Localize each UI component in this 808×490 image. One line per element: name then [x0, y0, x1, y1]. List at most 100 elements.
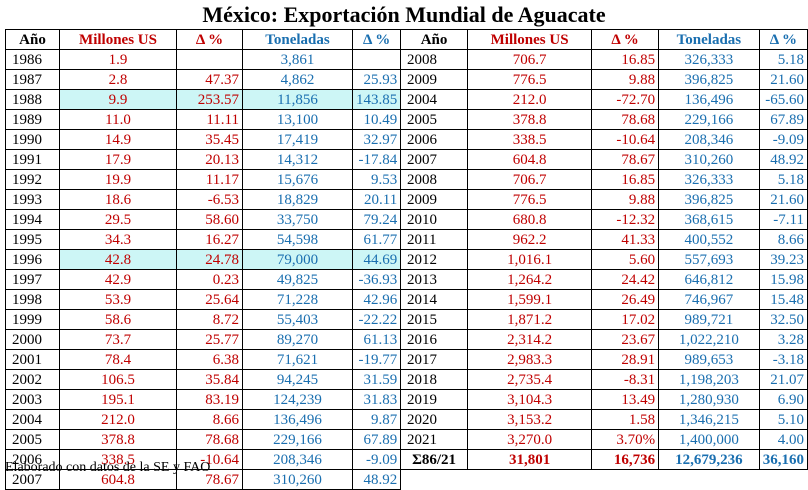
- table-row: 1994 29.5 58.60 33,750 79.24: [5, 209, 402, 230]
- tons-cell: 557,693: [658, 249, 760, 270]
- year-cell: 1998: [5, 289, 60, 310]
- year-cell: 1991: [5, 149, 60, 170]
- year-cell: 2017: [399, 349, 469, 370]
- year-cell: 2006: [399, 129, 469, 150]
- delta-tons-cell: 21.60: [758, 189, 808, 210]
- tons-cell: 1,198,203: [658, 369, 760, 390]
- total-label: Σ86/21: [399, 449, 469, 470]
- table-row: 2003 195.1 83.19 124,239 31.83: [5, 389, 402, 410]
- delta-millions-cell: 16.27: [176, 229, 243, 250]
- year-cell: 1987: [5, 69, 60, 90]
- tons-cell: 4,862: [242, 69, 353, 90]
- millions-cell: 1,871.2: [467, 309, 593, 330]
- year-cell: 2004: [399, 89, 469, 110]
- millions-cell: 42.9: [59, 269, 177, 290]
- delta-tons-cell: 48.92: [758, 149, 808, 170]
- delta-millions-cell: -72.70: [591, 89, 660, 110]
- year-cell: 2003: [5, 389, 60, 410]
- millions-cell: 2.8: [59, 69, 177, 90]
- millions-cell: 9.9: [59, 89, 177, 110]
- delta-millions-cell: 78.68: [591, 109, 660, 130]
- delta-millions-cell: 23.67: [591, 329, 660, 350]
- delta-millions-cell: 5.60: [591, 249, 660, 270]
- table-row: 2008 706.7 16.85 326,333 5.18: [399, 49, 808, 70]
- millions-cell: 73.7: [59, 329, 177, 350]
- millions-cell: 18.6: [59, 189, 177, 210]
- tons-cell: 18,829: [242, 189, 353, 210]
- delta-millions-cell: 6.38: [176, 349, 243, 370]
- tons-cell: 54,598: [242, 229, 353, 250]
- delta-tons-cell: -17.84: [351, 149, 402, 170]
- delta-tons-cell: -36.93: [351, 269, 402, 290]
- table-row: 2006 338.5 -10.64 208,346 -9.09: [5, 449, 402, 470]
- delta-millions-cell: 13.49: [591, 389, 660, 410]
- table-row: 1989 11.0 11.11 13,100 10.49: [5, 109, 402, 130]
- millions-cell: 378.8: [467, 109, 593, 130]
- tons-cell: 310,260: [242, 469, 353, 490]
- table-row: 2017 2,983.3 28.91 989,653 -3.18: [399, 349, 808, 370]
- delta-tons-cell: 5.18: [758, 49, 808, 70]
- table-row: 2018 2,735.4 -8.31 1,198,203 21.07: [399, 369, 808, 390]
- table-row: 2002 106.5 35.84 94,245 31.59: [5, 369, 402, 390]
- header-delta-millions: Δ %: [591, 29, 660, 50]
- tons-cell: 396,825: [658, 69, 760, 90]
- tons-cell: 989,653: [658, 349, 760, 370]
- delta-millions-cell: 9.88: [591, 189, 660, 210]
- tons-cell: 94,245: [242, 369, 353, 390]
- year-cell: 2016: [399, 329, 469, 350]
- delta-tons-cell: 9.53: [351, 169, 402, 190]
- table-row: 2004 212.0 -72.70 136,496 -65.60: [399, 89, 808, 110]
- millions-cell: 34.3: [59, 229, 177, 250]
- tons-cell: 136,496: [242, 409, 353, 430]
- delta-tons-cell: -19.77: [351, 349, 402, 370]
- source-footnote: Elaborado con datos de la SE y FAO: [5, 460, 211, 475]
- year-cell: 1992: [5, 169, 60, 190]
- year-cell: 2021: [399, 429, 469, 450]
- millions-cell: 1,599.1: [467, 289, 593, 310]
- delta-tons-cell: 25.93: [351, 69, 402, 90]
- year-cell: 1996: [5, 249, 60, 270]
- page-title: México: Exportación Mundial de Aguacate: [202, 2, 606, 27]
- tons-cell: 1,280,930: [658, 389, 760, 410]
- table-row: 2011 962.2 41.33 400,552 8.66: [399, 229, 808, 250]
- delta-millions-cell: -8.31: [591, 369, 660, 390]
- tons-cell: 396,825: [658, 189, 760, 210]
- delta-tons-cell: 15.48: [758, 289, 808, 310]
- tons-cell: 14,312: [242, 149, 353, 170]
- header-delta-tons: Δ %: [351, 29, 402, 50]
- year-cell: 2001: [5, 349, 60, 370]
- table-row: 2006 338.5 -10.64 208,346 -9.09: [399, 129, 808, 150]
- year-cell: 2011: [399, 229, 469, 250]
- delta-millions-cell: 16.85: [591, 49, 660, 70]
- delta-millions-cell: 26.49: [591, 289, 660, 310]
- tons-cell: 136,496: [658, 89, 760, 110]
- delta-tons-cell: 32.50: [758, 309, 808, 330]
- delta-millions-cell: 35.45: [176, 129, 243, 150]
- delta-tons-cell: 10.49: [351, 109, 402, 130]
- millions-cell: 212.0: [59, 409, 177, 430]
- tons-cell: 326,333: [658, 49, 760, 70]
- delta-tons-cell: -9.09: [758, 129, 808, 150]
- year-cell: 1990: [5, 129, 60, 150]
- year-cell: 1993: [5, 189, 60, 210]
- tons-cell: 1,400,000: [658, 429, 760, 450]
- delta-millions-cell: [176, 49, 243, 70]
- table-row: 2020 3,153.2 1.58 1,346,215 5.10: [399, 409, 808, 430]
- millions-cell: 1.9: [59, 49, 177, 70]
- header-delta-millions: Δ %: [176, 29, 243, 50]
- table-row: 1996 42.8 24.78 79,000 44.69: [5, 249, 402, 270]
- header-row: Año Millones US Δ % Toneladas Δ %: [5, 29, 402, 50]
- tons-cell: 229,166: [658, 109, 760, 130]
- delta-tons-cell: 67.89: [758, 109, 808, 130]
- delta-millions-cell: 24.78: [176, 249, 243, 270]
- year-cell: 2007: [399, 149, 469, 170]
- delta-tons-cell: 61.77: [351, 229, 402, 250]
- header-delta-tons: Δ %: [758, 29, 808, 50]
- delta-tons-cell: -7.11: [758, 209, 808, 230]
- delta-tons-cell: 79.24: [351, 209, 402, 230]
- millions-cell: 2,983.3: [467, 349, 593, 370]
- tons-cell: 746,967: [658, 289, 760, 310]
- table-row: 2010 680.8 -12.32 368,615 -7.11: [399, 209, 808, 230]
- year-cell: 2008: [399, 169, 469, 190]
- tons-cell: 33,750: [242, 209, 353, 230]
